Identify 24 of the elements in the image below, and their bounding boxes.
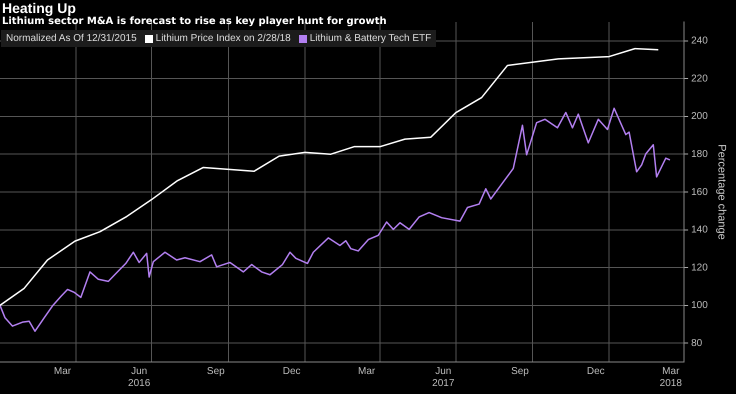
y-tick-label: 220 (691, 73, 708, 84)
y-tick-label: 80 (691, 338, 703, 349)
x-tick-label: Mar 2018 (660, 366, 682, 389)
chart-title: Heating Up (2, 0, 76, 16)
y-tick-label: 180 (691, 148, 708, 160)
y-tick-label: 100 (691, 300, 708, 312)
x-tick-label: Mar (358, 366, 376, 377)
y-axis-title: Percentage change (715, 144, 728, 240)
y-tick-label: 140 (691, 224, 708, 236)
y-tick-label: 240 (691, 36, 708, 47)
x-tick-label: Dec (282, 366, 301, 377)
y-tick-label: 120 (691, 262, 708, 274)
y-tick-label: 160 (691, 186, 708, 198)
x-tick-label: Jun 2016 (128, 366, 151, 389)
legend-label: Lithium & Battery Tech ETF (310, 33, 432, 44)
x-tick-label: Mar (54, 366, 72, 377)
chart-subtitle: Lithium sector M&A is forecast to rise as key player hunt for growth (2, 16, 387, 28)
legend-title: Normalized As Of 12/31/2015 (6, 33, 137, 44)
x-tick-label: Dec (586, 366, 605, 377)
legend-label: Lithium Price Index on 2/28/18 (156, 33, 291, 44)
x-tick-label: Jun 2017 (432, 366, 455, 389)
x-tick-label: Sep (206, 366, 226, 377)
y-tick-label: 200 (691, 111, 708, 122)
x-tick-label: Sep (511, 366, 530, 377)
